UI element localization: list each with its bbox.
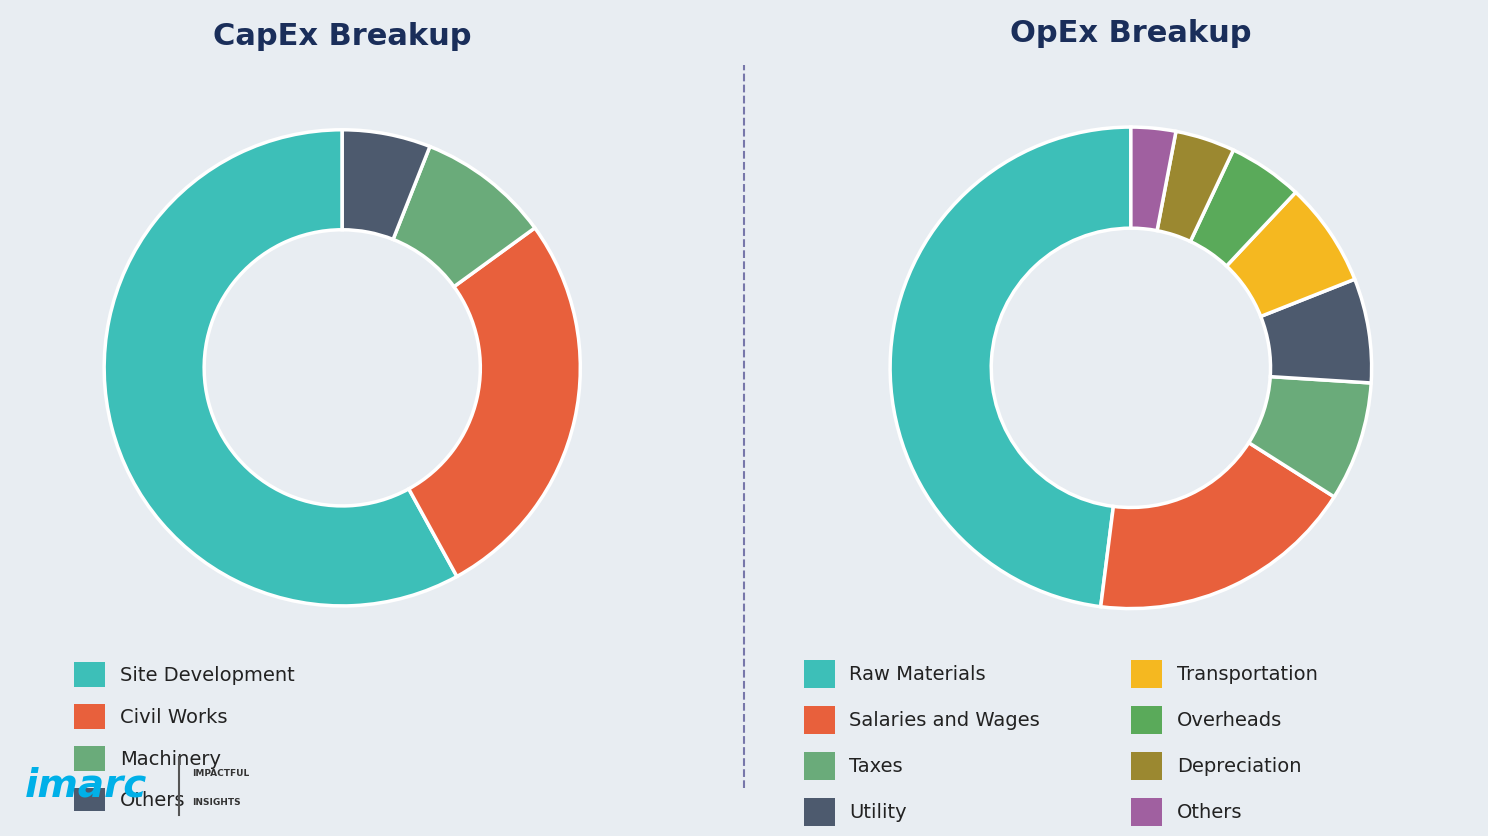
Bar	[1131, 660, 1162, 688]
Wedge shape	[1248, 376, 1370, 497]
Wedge shape	[104, 130, 457, 606]
Wedge shape	[1226, 192, 1354, 317]
Text: Salaries and Wages: Salaries and Wages	[850, 711, 1040, 731]
Text: Depreciation: Depreciation	[1177, 757, 1301, 777]
Wedge shape	[393, 146, 534, 287]
Bar	[74, 746, 106, 771]
Bar	[74, 788, 106, 813]
Bar	[1131, 752, 1162, 780]
Wedge shape	[1190, 150, 1296, 266]
Bar	[1131, 706, 1162, 734]
Bar	[74, 704, 106, 729]
Bar	[804, 798, 835, 826]
Wedge shape	[409, 228, 580, 577]
Wedge shape	[1158, 131, 1234, 242]
Text: Civil Works: Civil Works	[119, 708, 228, 726]
Text: Transportation: Transportation	[1177, 665, 1317, 685]
Text: imarc: imarc	[25, 767, 147, 805]
Wedge shape	[1101, 443, 1335, 609]
Text: IMPACTFUL: IMPACTFUL	[192, 769, 248, 777]
Text: Others: Others	[119, 792, 185, 810]
Title: CapEx Breakup: CapEx Breakup	[213, 23, 472, 51]
Text: Others: Others	[1177, 803, 1242, 823]
Text: Machinery: Machinery	[119, 750, 220, 768]
Bar	[804, 706, 835, 734]
Title: OpEx Breakup: OpEx Breakup	[1010, 19, 1251, 48]
Wedge shape	[342, 130, 430, 239]
Text: Utility: Utility	[850, 803, 908, 823]
Wedge shape	[1260, 279, 1372, 383]
Wedge shape	[890, 127, 1131, 607]
Text: Taxes: Taxes	[850, 757, 903, 777]
Text: INSIGHTS: INSIGHTS	[192, 798, 240, 807]
Text: Raw Materials: Raw Materials	[850, 665, 987, 685]
Wedge shape	[1131, 127, 1176, 231]
Text: Site Development: Site Development	[119, 666, 295, 685]
Bar	[1131, 798, 1162, 826]
Bar	[74, 662, 106, 687]
Bar	[804, 752, 835, 780]
Bar	[804, 660, 835, 688]
Text: Overheads: Overheads	[1177, 711, 1283, 731]
